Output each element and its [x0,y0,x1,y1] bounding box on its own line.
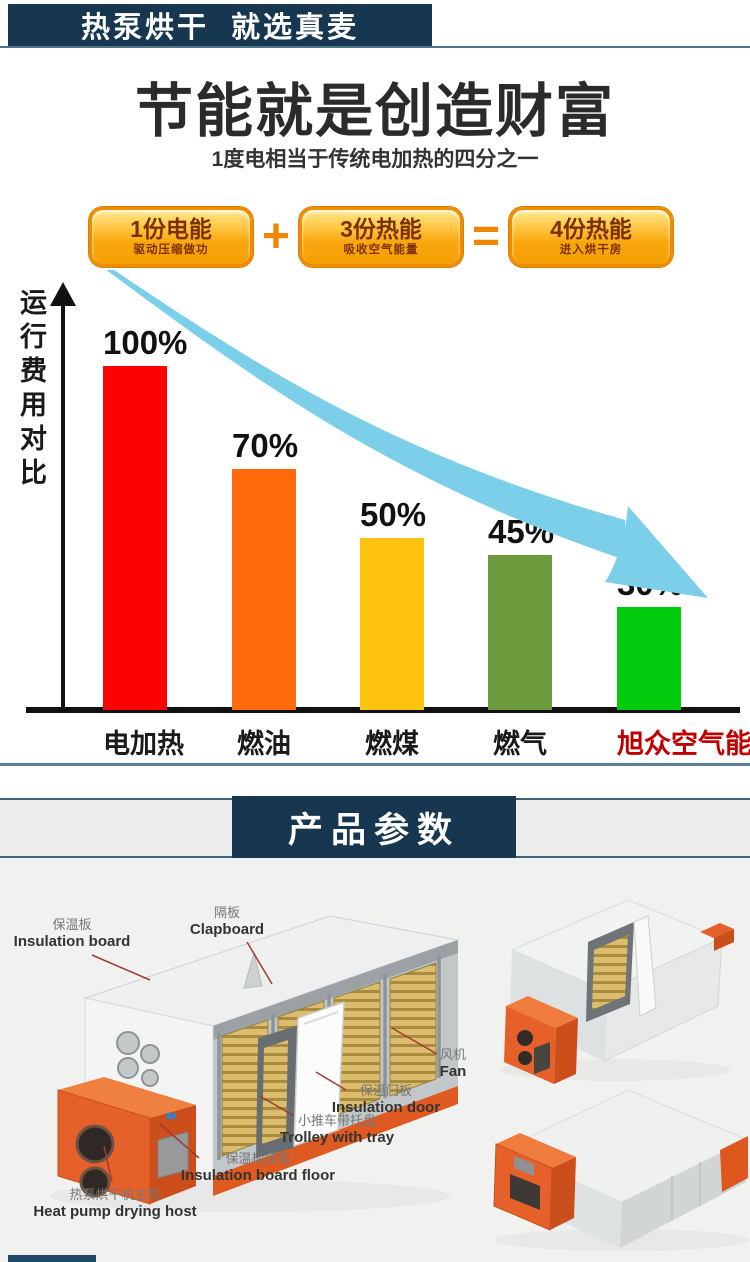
label-fan: 风机 Fan [439,1047,467,1080]
category-label: 电加热 [103,729,184,759]
chart-bar [103,366,167,710]
label-en: Trolley with tray [279,1128,395,1146]
badge-electric-energy: 1份电能 驱动压缩做功 [89,207,253,267]
label-cn: 热泵烘干机主机 [69,1187,161,1202]
badge-title: 1份电能 [130,215,212,242]
fan-grill [75,1124,115,1164]
label-cn: 保温板底板 [225,1151,291,1166]
chart-y-axis-label: 运行费用对比 [16,288,46,492]
header-divider [0,46,750,48]
page-subtitle: 1度电相当于传统电加热的四分之一 [211,148,539,171]
leader-lines [91,941,438,1183]
bar-value-label: 45% [488,513,555,550]
fan-grill [79,1166,111,1198]
label-en: Insulation board floor [180,1166,336,1184]
plus-sign: + [261,210,291,263]
equals-sign: = [471,210,501,263]
label-en: Clapboard [189,920,265,938]
label-cn: 保温板 [52,917,92,932]
label-cn: 风机 [439,1047,467,1062]
product-params-title: 产品参数 [287,810,460,850]
product-params-banner: 产品参数 [232,796,516,858]
bar-value-label: 70% [232,427,299,464]
header-ribbon-text: 热泵烘干 就选真麦 [80,12,360,44]
section-divider [0,763,750,766]
energy-formula: 1份电能 驱动压缩做功 + 3份热能 吸收空气能量 = 4份热能 进入烘干房 [89,207,673,267]
label-heat-pump-host: 热泵烘干机主机 Heat pump drying host [33,1187,197,1220]
chart-bar [617,607,681,710]
category-label: 燃气 [493,729,547,759]
badge-subtitle: 进入烘干房 [559,244,623,257]
chart-bar [360,538,424,710]
bar-value-label: 50% [360,496,427,533]
product-diagram-section: 保温板 Insulation board 隔板 Clapboard 风机 Fan… [0,858,750,1262]
label-en: Fan [439,1062,467,1080]
badge-heat-energy-4: 4份热能 进入烘干房 [509,207,673,267]
badge-subtitle: 驱动压缩做功 [133,244,209,257]
label-cn: 小推车带托盘 [297,1113,377,1128]
label-en: Insulation board [13,932,131,950]
header-ribbon: 热泵烘干 就选真麦 [8,4,432,46]
label-insulation-board: 保温板 Insulation board [13,917,131,950]
machine-illustration [50,899,750,1251]
category-label: 燃煤 [365,729,419,759]
category-label: 旭众空气能 [617,729,750,759]
label-cn: 保温门板 [359,1083,413,1098]
label-clapboard: 隔板 Clapboard [189,905,265,938]
next-section-ribbon-edge [8,1255,96,1262]
badge-title: 4份热能 [550,215,632,242]
badge-heat-energy-3: 3份热能 吸收空气能量 [299,207,463,267]
category-label: 燃油 [237,729,291,759]
chart-bar [488,555,552,710]
y-axis-arrowhead [50,282,76,306]
closed-machine-door-open [504,899,734,1084]
badge-subtitle: 吸收空气能量 [343,244,419,257]
page-title: 节能就是创造财富 [134,79,615,144]
label-en: Heat pump drying host [33,1202,197,1220]
closed-machine [493,1089,750,1248]
label-insulation-floor: 保温板底板 Insulation board floor [180,1151,336,1184]
y-axis-line [61,304,65,710]
bar-value-label: 30% [617,565,684,602]
label-trolley: 小推车带托盘 Trolley with tray [279,1113,395,1146]
chart-bar [232,469,296,710]
main-drying-machine [57,915,460,1205]
bar-value-label: 100% [103,324,188,361]
running-cost-chart: 运行费用对比 100% 电加热 70% 燃油 50% 燃煤 45% 燃气 30% 旭众空气能 [0,270,750,770]
badge-title: 3份热能 [340,215,422,242]
duct-fans [116,1031,160,1087]
label-insulation-door: 保温门板 Insulation door [331,1083,441,1116]
label-cn: 隔板 [213,905,240,920]
label-en: Insulation door [331,1098,441,1116]
x-axis-line [26,707,740,713]
